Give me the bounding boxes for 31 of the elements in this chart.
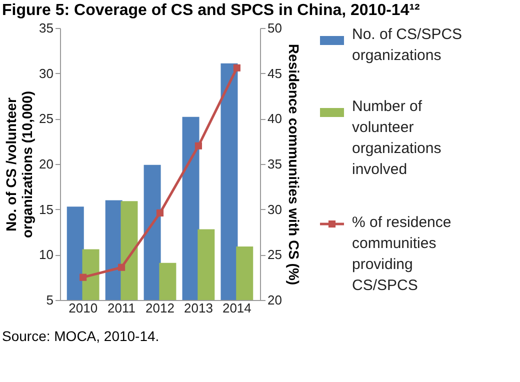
x-tick-label: 2012 [146, 300, 174, 316]
source-note: Source: MOCA, 2010-14. [2, 328, 160, 344]
y2-tick-label: 40 [268, 111, 282, 126]
point [233, 64, 240, 72]
legend-label: No. of CS/SPCS organizations [352, 26, 462, 64]
y-tick-label: 30 [39, 66, 54, 81]
y2-axis-title: Residence communities with CS (%) [286, 44, 302, 286]
y-tick-label: 35 [39, 20, 54, 36]
point [156, 209, 164, 216]
x-tick-label: 2011 [108, 300, 136, 316]
y-tick-label: 10 [39, 247, 54, 262]
chart-title: Figure 5: Coverage of CS and SPCS in China, 2010-14¹² [2, 2, 420, 19]
y-tick-label: 5 [46, 292, 54, 308]
x-tick-label: 2013 [184, 300, 213, 316]
y2-tick-label: 20 [268, 292, 282, 308]
y2-tick-label: 25 [268, 247, 282, 262]
y-axis-title: No. of CS /volunteer organizations (10,000) [3, 90, 36, 238]
legend-label: % of residence communities providing CS/SPCS [352, 214, 452, 294]
y-tick-label: 20 [39, 156, 54, 172]
y2-tick-label: 35 [268, 156, 282, 172]
y-tick-label: 25 [39, 111, 54, 126]
y-tick-label: 15 [39, 202, 54, 217]
x-tick-label: 2014 [222, 300, 252, 316]
point [194, 142, 202, 150]
point [80, 274, 87, 281]
legend-label: Number of volunteer organizations involved [352, 98, 442, 178]
point [118, 264, 126, 271]
y2-tick-label: 45 [268, 66, 282, 81]
y2-tick-label: 50 [268, 20, 282, 36]
y2-tick-label: 30 [268, 202, 282, 217]
x-tick-label: 2010 [68, 300, 98, 316]
